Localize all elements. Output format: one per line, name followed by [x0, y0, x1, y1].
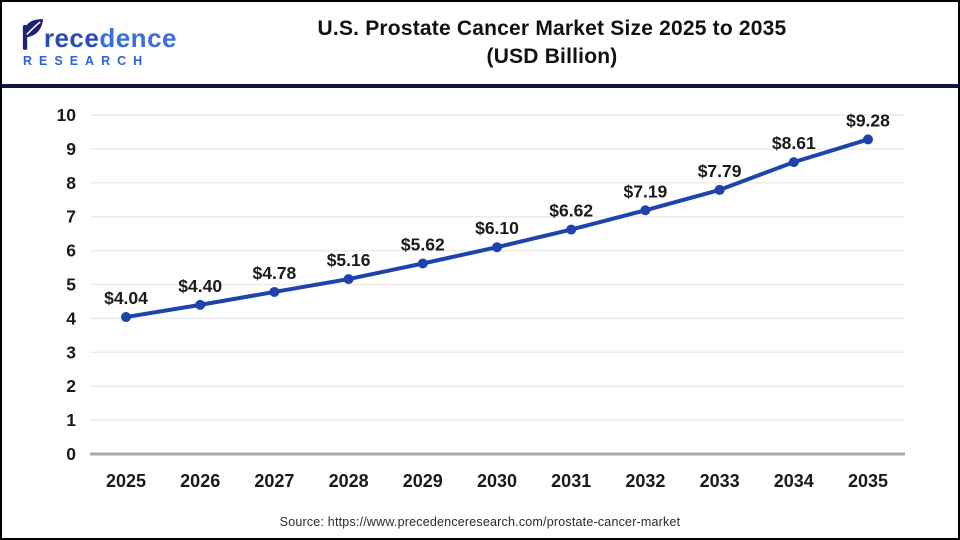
data-point [714, 184, 725, 195]
header: Precedence RESEARCH U.S. Prostate Cancer… [2, 2, 958, 84]
data-point [492, 242, 502, 253]
data-point-label: $9.28 [846, 110, 890, 130]
data-point-label: $7.79 [698, 161, 742, 181]
data-point [269, 286, 280, 297]
y-axis-tick-label: 8 [66, 173, 76, 193]
data-point [788, 157, 799, 168]
data-point-label: $6.62 [549, 201, 593, 221]
data-point [417, 258, 428, 269]
data-point-label: $7.19 [624, 181, 668, 201]
data-point-label: $4.78 [253, 263, 297, 283]
precedence-logo: Precedence RESEARCH [2, 18, 192, 68]
x-axis-tick-label: 2025 [106, 471, 146, 491]
x-axis-tick-label: 2029 [403, 471, 443, 491]
data-point-label: $5.62 [401, 234, 445, 254]
x-axis-tick-label: 2033 [700, 471, 740, 491]
chart-title-line2: (USD Billion) [486, 45, 618, 68]
brand-part-3: dence [99, 23, 177, 53]
data-point-label: $6.10 [475, 218, 519, 238]
y-axis-tick-label: 9 [66, 139, 76, 159]
y-axis-tick-label: 2 [66, 376, 76, 396]
data-point [343, 274, 354, 285]
y-axis-tick-label: 6 [66, 241, 76, 261]
x-axis-tick-label: 2034 [774, 471, 814, 491]
x-axis-tick-label: 2032 [625, 471, 665, 491]
y-axis-tick-label: 3 [66, 342, 76, 362]
data-point [640, 205, 651, 216]
y-axis-tick-label: 10 [57, 105, 77, 125]
data-point [121, 312, 131, 323]
brand-part-2: rece [43, 23, 100, 53]
x-axis-tick-label: 2030 [477, 471, 517, 491]
brand-wordmark: Precedence [20, 18, 192, 51]
x-axis-tick-label: 2031 [551, 471, 591, 491]
chart-title-line1: U.S. Prostate Cancer Market Size 2025 to… [317, 17, 787, 40]
chart-title: U.S. Prostate Cancer Market Size 2025 to… [192, 15, 958, 71]
data-point-label: $8.61 [772, 133, 816, 153]
y-axis-tick-label: 7 [66, 207, 76, 227]
x-axis-tick-label: 2027 [254, 471, 294, 491]
source-text: Source: https://www.precedenceresearch.c… [279, 515, 681, 529]
data-point [195, 299, 206, 310]
y-axis-tick-label: 0 [66, 444, 76, 464]
x-axis-tick-label: 2035 [848, 471, 888, 491]
leaf-icon [22, 19, 44, 50]
data-point-label: $5.16 [327, 250, 371, 270]
y-axis-tick-label: 1 [66, 410, 76, 430]
data-point [863, 134, 873, 145]
y-axis-tick-label: 4 [66, 308, 76, 328]
data-point-label: $4.40 [178, 276, 222, 296]
data-point [566, 224, 577, 235]
y-axis-tick-label: 5 [66, 275, 76, 295]
brand-research-label: RESEARCH [23, 54, 150, 68]
x-axis-tick-label: 2028 [329, 471, 369, 491]
x-axis-tick-label: 2026 [180, 471, 220, 491]
header-divider [2, 84, 958, 88]
data-point-label: $4.04 [104, 288, 148, 308]
